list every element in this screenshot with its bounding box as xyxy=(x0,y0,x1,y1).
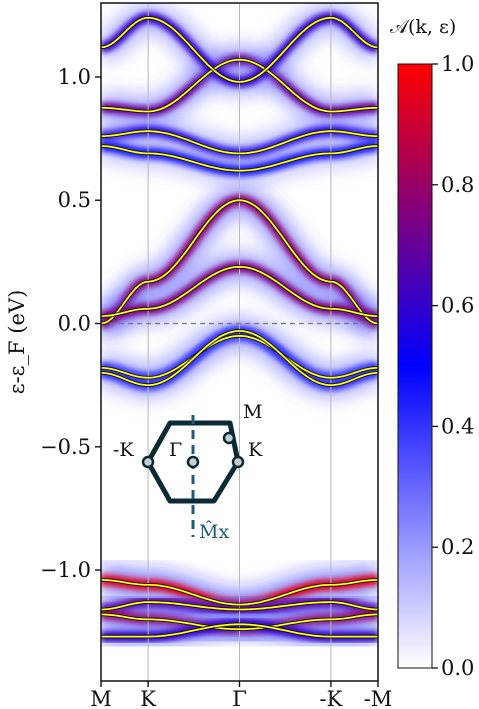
y-axis-label: ε-ε_F (eV) xyxy=(5,290,29,395)
colorbar: 𝒜(k, ε) 0.0 0.2 0.4 0.6 0.8 1.0 xyxy=(390,16,474,680)
colorbar-ticks: 0.0 0.2 0.4 0.6 0.8 1.0 xyxy=(432,52,474,680)
colorbar-tick-label-2: 0.4 xyxy=(441,414,474,438)
band-5-line xyxy=(101,265,378,317)
y-tick-label-4: −1.0 xyxy=(40,558,91,582)
point-k xyxy=(231,455,245,469)
colorbar-tick-label-1: 0.2 xyxy=(441,535,474,559)
band-4-line xyxy=(101,145,378,172)
band-lines xyxy=(101,15,378,639)
band-8-line xyxy=(101,579,378,606)
colorbar-tick-label-4: 0.8 xyxy=(441,173,474,197)
y-tick-label-0: 1.0 xyxy=(58,65,91,89)
label-mirror: M̂x xyxy=(199,521,229,543)
x-tick-label-3: -K xyxy=(320,687,343,709)
colorbar-tick-label-5: 1.0 xyxy=(441,52,474,76)
point-gamma xyxy=(186,455,200,469)
label-gamma: Γ xyxy=(169,439,182,461)
band-1-line xyxy=(101,58,378,113)
band-6-line xyxy=(101,334,378,379)
k-point-gridlines xyxy=(147,3,332,681)
band-9-line xyxy=(101,601,378,611)
x-tick-label-0: M xyxy=(90,687,112,709)
y-tick-label-2: 0.0 xyxy=(58,312,91,336)
y-tick-label-3: −0.5 xyxy=(40,435,91,459)
x-tick-label-1: K xyxy=(140,687,156,709)
y-tick-label-1: 0.5 xyxy=(58,188,91,212)
label-minus-k: -K xyxy=(113,439,134,461)
colorbar-strip xyxy=(397,63,433,669)
point-m xyxy=(222,431,236,445)
band-11-line xyxy=(101,623,378,638)
colorbar-tick-label-0: 0.0 xyxy=(441,656,474,680)
y-axis-ticks: 1.0 0.5 0.0 −0.5 −1.0 xyxy=(40,65,101,582)
band-7-line xyxy=(101,329,378,386)
band-10-line xyxy=(101,613,378,631)
colorbar-title: 𝒜(k, ε) xyxy=(390,16,456,38)
label-k: K xyxy=(248,439,263,461)
band-0-line xyxy=(101,199,378,325)
label-m: M xyxy=(243,401,262,423)
x-tick-label-2: Γ xyxy=(232,687,247,709)
colorbar-tick-label-3: 0.6 xyxy=(441,294,474,318)
brillouin-zone-inset: M K -K Γ M̂x xyxy=(113,401,263,543)
point-minus-k xyxy=(141,455,155,469)
band-2-line xyxy=(101,16,378,83)
x-axis-ticks: M K Γ -K -M xyxy=(90,681,392,709)
x-tick-label-4: -M xyxy=(364,687,393,709)
band-3-line xyxy=(101,130,378,155)
